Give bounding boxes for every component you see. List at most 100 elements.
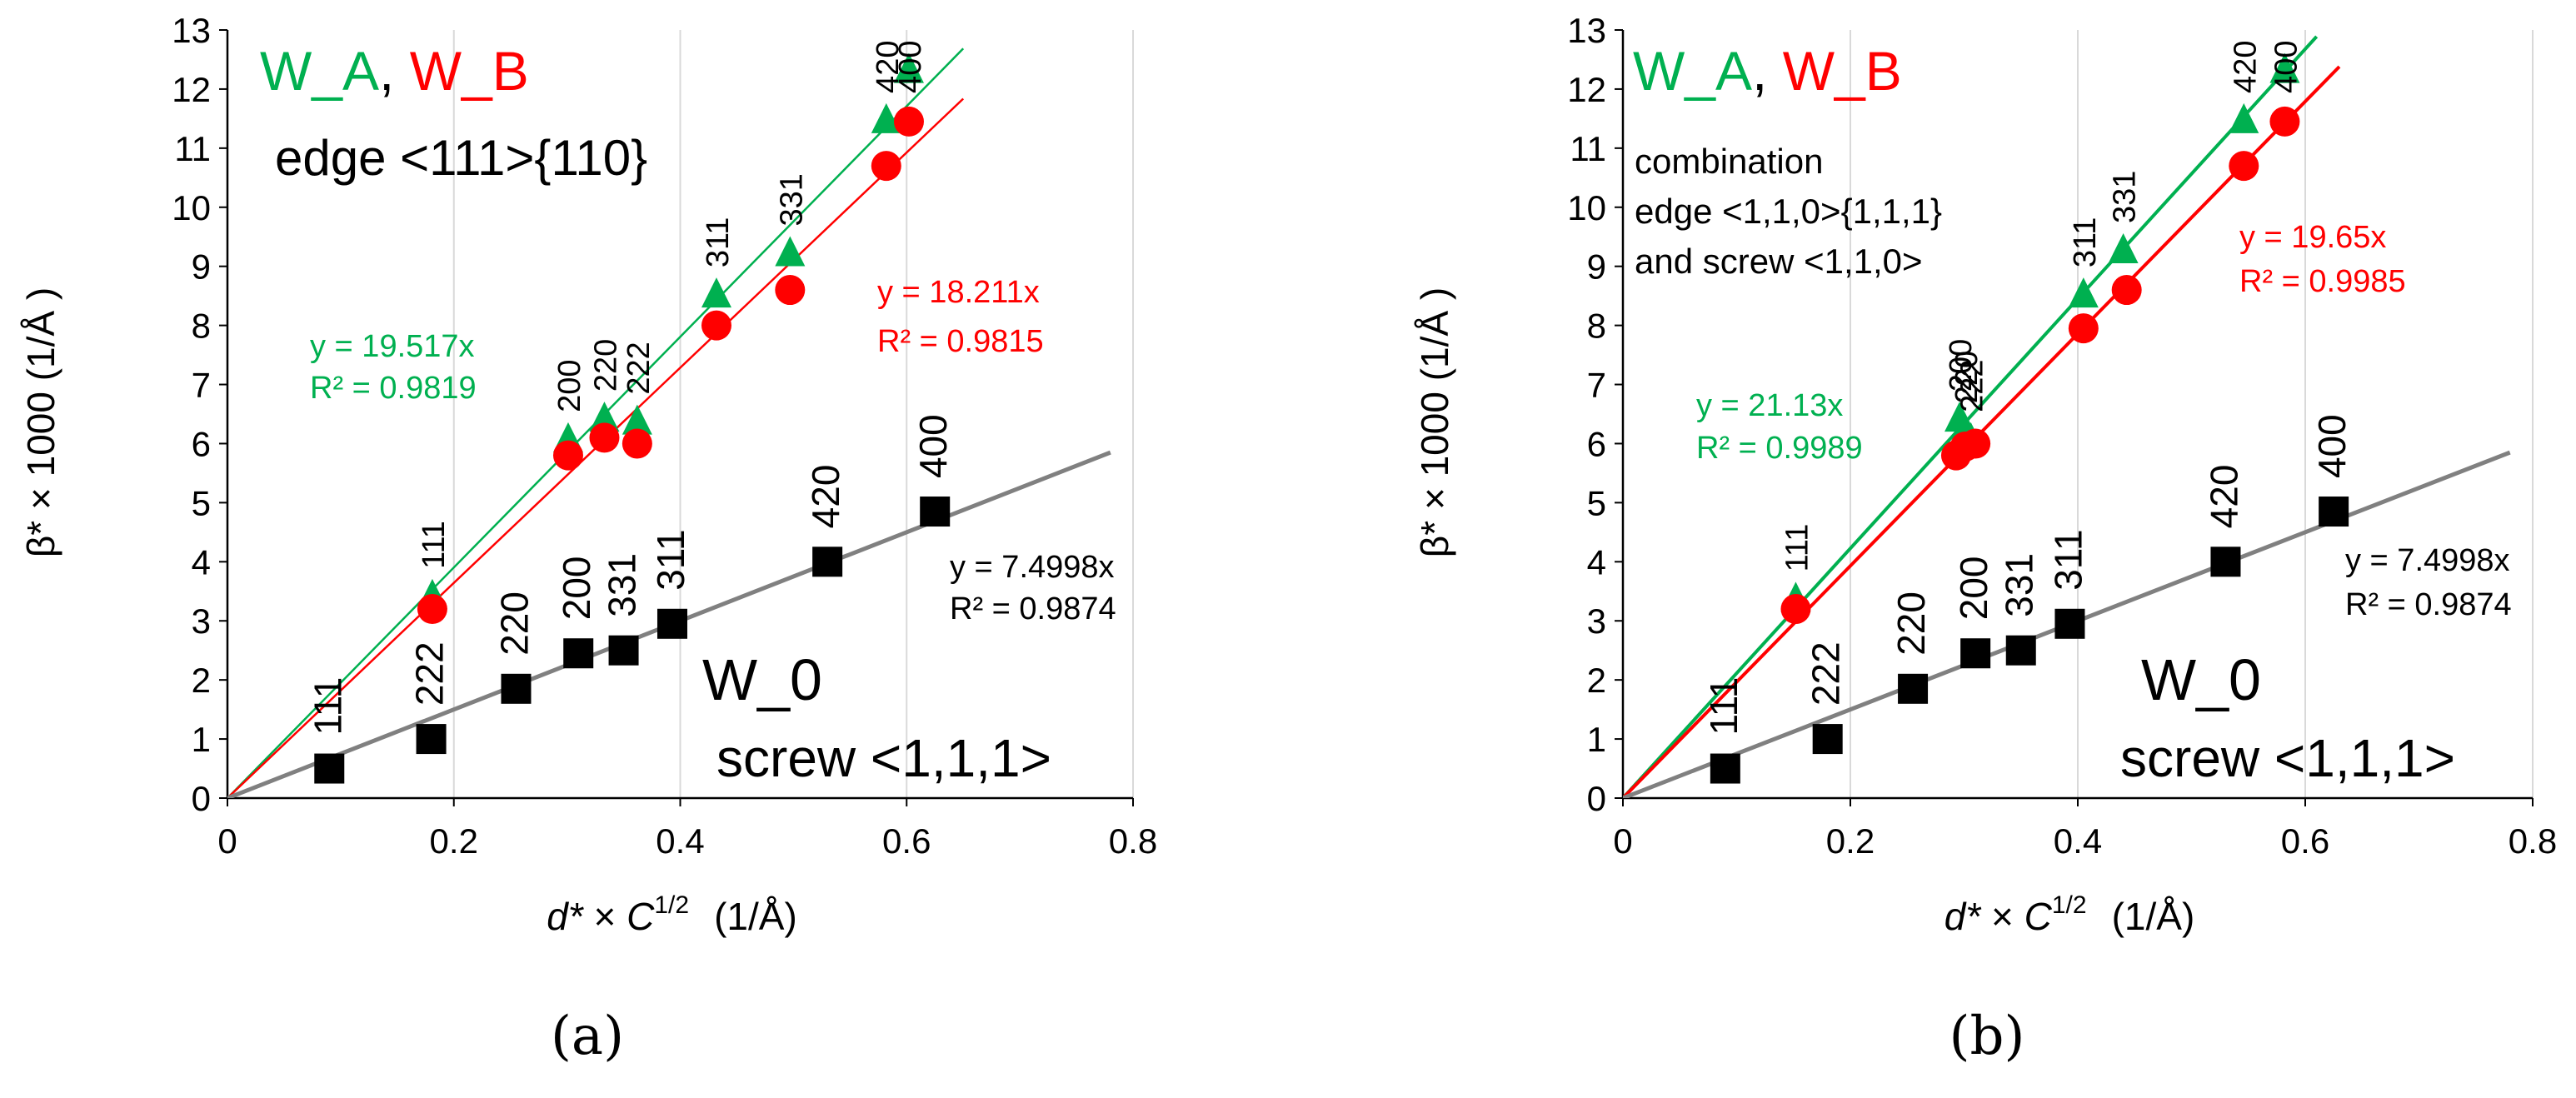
w0-type: screw <1,1,1> (716, 728, 1051, 788)
legend: W_A, W_B (260, 40, 529, 102)
y-tick-label: 5 (1587, 483, 1606, 522)
fit-r2: R² = 0.9874 (2345, 587, 2512, 622)
w0-title: W_0 (702, 647, 822, 712)
data-point-w-0 (608, 635, 639, 666)
data-point-w-0 (656, 608, 687, 639)
data-point-w-a (589, 402, 620, 432)
y-tick-label: 9 (1587, 247, 1606, 287)
x-tick-label: 0.4 (2054, 821, 2102, 861)
data-point-w-a (2229, 102, 2259, 133)
y-axis-label: β* × 1000 (1/Å ) (1413, 287, 1456, 557)
x-axis-label-c: C (627, 895, 655, 938)
data-point-w-b (871, 151, 901, 182)
data-point-w-0 (314, 753, 345, 784)
fit-r2: R² = 0.9819 (310, 371, 477, 406)
data-point-w-0 (1960, 638, 1991, 669)
hkl-label: 311 (701, 217, 736, 268)
data-point-w-0 (563, 638, 594, 669)
hkl-label: 220 (588, 339, 623, 392)
hkl-label: 311 (649, 529, 692, 590)
legend-w-b: W_B (1783, 40, 1902, 102)
fit-r2: R² = 0.9874 (950, 591, 1116, 626)
data-point-w-b (2111, 275, 2142, 306)
data-point-w-a (701, 277, 731, 308)
data-point-w-0 (2210, 547, 2241, 577)
hkl-label: 311 (2068, 217, 2103, 268)
hkl-label: 222 (1955, 360, 1990, 412)
data-point-w-a (775, 236, 806, 267)
legend-w-b: W_B (410, 40, 529, 102)
y-tick-label: 8 (1587, 307, 1606, 346)
fit-r2: R² = 0.9989 (1696, 431, 1863, 466)
x-tick-label: 0.2 (1826, 821, 1875, 861)
fit-r2: R² = 0.9815 (877, 324, 1044, 359)
data-point-w-a (2108, 232, 2139, 263)
fit-equation: y = 19.517x (310, 329, 475, 364)
w0-title: W_0 (2141, 647, 2261, 712)
hkl-label: 200 (1944, 339, 1979, 392)
hkl-label: 331 (774, 173, 809, 226)
hkl-label: 400 (2269, 41, 2304, 93)
y-tick-label: 8 (192, 307, 211, 346)
x-axis-label-sup: 1/2 (654, 891, 689, 919)
panel-label: (a) (551, 1006, 624, 1067)
dislocation-type-label: edge <1,1,0>{1,1,1} (1635, 192, 1942, 231)
hkl-label: 420 (871, 41, 906, 93)
hkl-label: 420 (804, 465, 847, 529)
fit-equation: y = 7.4998x (950, 550, 1115, 585)
data-point-w-0 (2319, 497, 2349, 527)
y-tick-label: 1 (192, 720, 211, 759)
hkl-label: 222 (408, 641, 452, 706)
x-tick-label: 0.6 (882, 821, 931, 861)
legend-w-a: W_A (260, 40, 379, 102)
hkl-label: 420 (2228, 41, 2263, 93)
fit-line-w-a (1623, 35, 2319, 798)
hkl-label: 331 (1998, 553, 2041, 617)
data-point-w-b (2229, 151, 2259, 182)
hkl-label: 111 (417, 521, 452, 569)
hkl-label: 400 (2310, 414, 2354, 478)
hkl-label: 420 (2202, 465, 2245, 529)
x-tick-label: 0.6 (2281, 821, 2329, 861)
data-point-w-b (1960, 428, 1991, 459)
fit-equation: y = 18.211x (877, 275, 1040, 310)
data-point-w-0 (1710, 753, 1740, 784)
y-tick-label: 13 (1567, 11, 1606, 50)
hkl-label: 331 (2108, 171, 2143, 223)
data-point-w-b (2068, 313, 2099, 344)
y-tick-label: 12 (1567, 70, 1606, 109)
x-axis-label: d* × C1/2 (1/Å) (547, 891, 797, 938)
legend-separator: , (1752, 40, 1783, 102)
hkl-label: 222 (1805, 641, 1848, 706)
y-tick-label: 11 (1570, 129, 1606, 168)
data-point-w-a (2068, 277, 2099, 308)
data-point-w-a (2269, 52, 2300, 83)
y-tick-label: 6 (192, 424, 211, 463)
data-point-w-a (871, 102, 901, 133)
data-point-w-b (417, 594, 447, 625)
fit-r2: R² = 0.9985 (2239, 264, 2406, 299)
data-point-w-b (552, 440, 583, 471)
y-tick-label: 10 (1567, 188, 1606, 227)
data-point-w-b (893, 106, 924, 137)
data-point-w-0 (812, 547, 843, 577)
w0-type: screw <1,1,1> (2120, 728, 2455, 788)
legend: W_A, W_B (1633, 40, 1902, 102)
x-tick-label: 0.2 (430, 821, 478, 861)
y-tick-label: 11 (174, 129, 211, 168)
hkl-label: 220 (1890, 591, 1933, 656)
y-tick-label: 2 (192, 661, 211, 700)
hkl-label: 200 (555, 556, 598, 620)
y-tick-label: 0 (192, 779, 211, 818)
hkl-label: 111 (1702, 677, 1745, 736)
x-tick-label: 0 (217, 821, 237, 861)
data-point-w-0 (2005, 635, 2036, 666)
data-point-w-0 (920, 497, 951, 527)
hkl-label: 220 (492, 591, 536, 656)
x-axis-label: d* × C1/2 (1/Å) (1944, 891, 2195, 938)
data-point-w-b (1780, 594, 1811, 625)
x-tick-label: 0.8 (1109, 821, 1157, 861)
y-tick-label: 0 (1587, 779, 1606, 818)
hkl-label: 311 (2046, 529, 2089, 590)
